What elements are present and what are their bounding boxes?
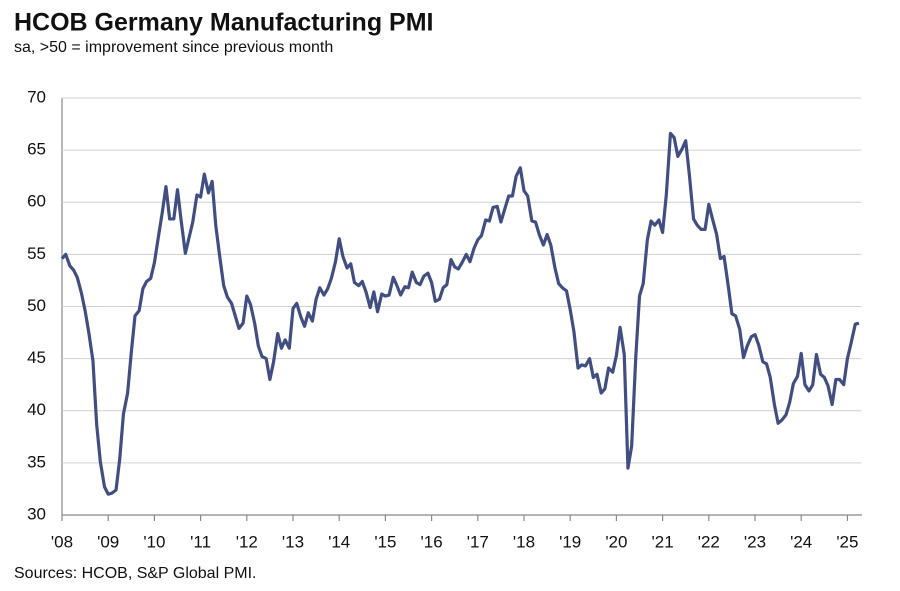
x-tick-label: '22: [698, 532, 720, 551]
x-tick-label: '11: [190, 532, 211, 551]
x-tick-label: '25: [836, 532, 858, 551]
x-tick-label: '17: [467, 532, 489, 551]
y-tick-label: 50: [27, 296, 46, 315]
x-tick-label: '10: [143, 532, 165, 551]
x-tick-label: '09: [97, 532, 119, 551]
x-tick-label: '21: [652, 532, 674, 551]
x-tick-label: '16: [421, 532, 443, 551]
data-line: [60, 131, 860, 496]
x-tick-label: '23: [744, 532, 766, 551]
x-tick-label: '12: [236, 532, 258, 551]
x-tick-label: '24: [790, 532, 812, 551]
y-tick-label: 45: [27, 348, 46, 367]
x-tick-label: '20: [605, 532, 627, 551]
source-note: Sources: HCOB, S&P Global PMI.: [14, 565, 256, 582]
chart-title: HCOB Germany Manufacturing PMI: [14, 9, 434, 37]
y-tick-label: 55: [27, 244, 46, 263]
x-tick-label: '14: [328, 532, 350, 551]
y-tick-label: 30: [27, 504, 46, 523]
x-tick-label: '13: [282, 532, 304, 551]
y-tick-label: 35: [27, 452, 46, 471]
y-tick-label: 40: [27, 400, 46, 419]
x-tick-label: '15: [374, 532, 396, 551]
x-tick-label: '19: [559, 532, 581, 551]
chart-subtitle: sa, >50 = improvement since previous mon…: [14, 39, 333, 56]
x-tick-label: '08: [51, 532, 73, 551]
y-tick-label: 70: [27, 87, 46, 106]
y-tick-label: 65: [27, 140, 46, 159]
x-tick-label: '18: [513, 532, 535, 551]
y-tick-label: 60: [27, 192, 46, 211]
